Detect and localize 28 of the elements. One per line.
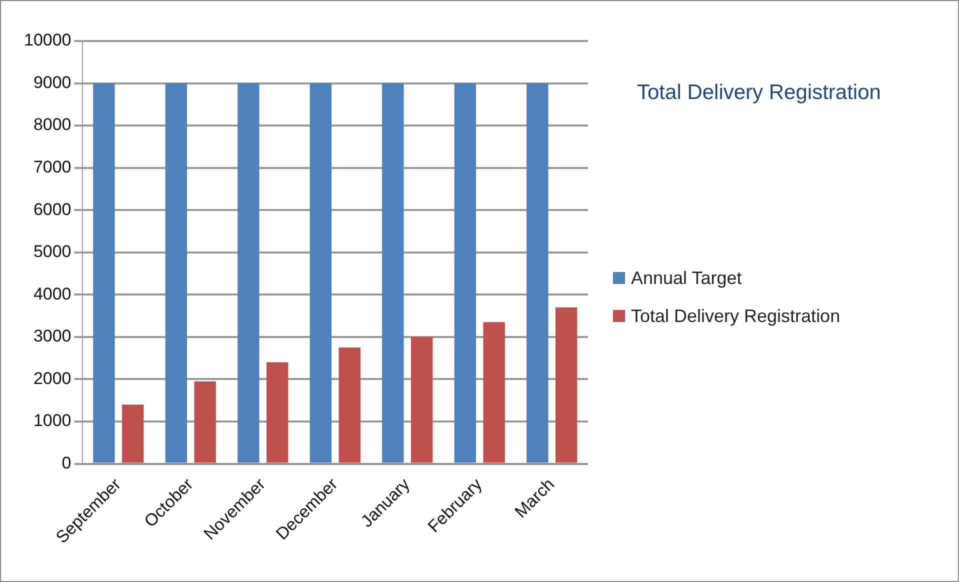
- y-tick-label: 1000: [33, 411, 72, 430]
- bar: [165, 83, 188, 463]
- y-tick-label: 9000: [33, 72, 72, 92]
- bar: [122, 404, 144, 463]
- bar: [382, 83, 404, 463]
- y-tick-label: 0: [62, 453, 72, 472]
- bar: [266, 362, 288, 463]
- bar: [310, 83, 332, 463]
- bar: [526, 83, 548, 463]
- y-tick-label: 2000: [33, 368, 72, 388]
- bar: [555, 307, 578, 463]
- legend-label: Total Delivery Registration: [631, 306, 840, 326]
- y-tick-label: 10000: [24, 30, 72, 50]
- text: Total Delivery Registration: [637, 81, 881, 105]
- bar: [338, 348, 360, 463]
- y-tick-label: 6000: [33, 200, 72, 219]
- y-tick-label: 4000: [33, 284, 72, 304]
- bar: [410, 336, 433, 463]
- bar: [454, 83, 476, 463]
- y-tick-label: 3000: [33, 326, 72, 346]
- y-tick-label: 8000: [33, 115, 72, 134]
- bar: [194, 381, 216, 463]
- bar: [483, 322, 505, 463]
- y-tick-label: 5000: [33, 242, 72, 262]
- legend-label: Annual Target: [631, 268, 742, 288]
- y-tick-label: 7000: [33, 158, 72, 177]
- bar: [93, 83, 115, 463]
- bar: [238, 83, 260, 463]
